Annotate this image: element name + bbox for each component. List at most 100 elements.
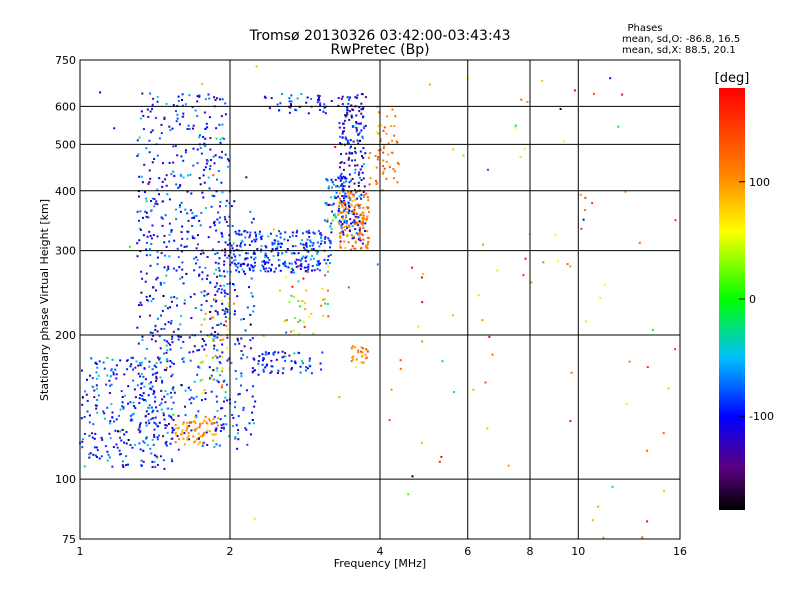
data-point [282, 262, 285, 265]
data-point [206, 293, 208, 296]
data-point [359, 168, 362, 171]
data-point [472, 388, 475, 391]
data-point [306, 238, 309, 241]
data-point [154, 400, 156, 403]
data-point [343, 209, 346, 212]
data-point [351, 200, 354, 202]
data-point [340, 221, 342, 223]
data-point [171, 431, 174, 434]
data-point [156, 256, 159, 259]
data-point [327, 255, 330, 258]
data-point [399, 367, 402, 370]
data-point [151, 406, 153, 409]
data-point [169, 360, 172, 362]
data-point [324, 202, 327, 204]
data-point [182, 423, 184, 426]
data-point [231, 225, 234, 227]
data-point [147, 216, 150, 219]
data-point [162, 435, 165, 438]
data-point [275, 358, 278, 361]
data-point [169, 306, 172, 309]
data-point [573, 89, 576, 92]
data-point [366, 230, 369, 233]
data-point [189, 359, 192, 362]
data-point [108, 392, 111, 394]
data-point [218, 156, 221, 159]
data-point [187, 124, 190, 127]
data-point [362, 238, 365, 241]
data-point [163, 368, 166, 371]
data-point [339, 235, 342, 238]
data-point [219, 216, 221, 219]
data-point [197, 410, 200, 413]
data-point [129, 444, 132, 446]
data-point [273, 239, 276, 242]
data-point [171, 429, 174, 432]
data-point [252, 357, 255, 360]
data-point [197, 437, 200, 440]
data-point [225, 325, 228, 328]
data-point [187, 434, 190, 437]
data-point [294, 362, 297, 365]
data-point [309, 244, 311, 247]
data-point [357, 173, 360, 176]
data-point [240, 357, 243, 360]
data-point [147, 115, 150, 118]
data-point [209, 281, 212, 284]
data-point [342, 130, 344, 133]
data-point [261, 264, 264, 267]
data-point [134, 407, 137, 409]
data-point [335, 196, 338, 199]
y-tick-label: 75 [62, 533, 76, 546]
data-point [155, 380, 157, 382]
data-point [355, 127, 358, 129]
data-point [86, 410, 89, 413]
data-point [193, 380, 196, 383]
data-point [172, 401, 175, 404]
data-point [289, 235, 291, 238]
data-point [217, 170, 220, 172]
data-point [365, 217, 368, 220]
data-point [140, 175, 143, 178]
data-point [301, 257, 303, 260]
data-point [263, 267, 265, 270]
data-point [278, 264, 281, 267]
data-point [149, 110, 152, 113]
data-point [133, 405, 136, 407]
data-point [194, 307, 197, 310]
data-point [358, 230, 361, 233]
data-point [153, 460, 156, 463]
data-point [138, 195, 140, 198]
data-point [358, 226, 361, 229]
data-point [307, 266, 310, 268]
data-point [344, 247, 347, 249]
data-point [305, 242, 308, 245]
data-point [149, 331, 152, 334]
data-point [148, 406, 151, 409]
data-point [129, 365, 132, 368]
data-point [267, 256, 270, 259]
data-point [368, 183, 371, 186]
data-point [251, 419, 254, 421]
data-point [507, 464, 510, 467]
data-point [342, 211, 345, 214]
data-point [369, 177, 372, 180]
data-point [113, 127, 116, 130]
data-point [258, 233, 261, 235]
data-point [158, 177, 161, 180]
data-point [278, 109, 280, 112]
data-point [392, 177, 395, 180]
data-point [603, 283, 606, 286]
data-point [156, 188, 159, 191]
data-point [348, 173, 351, 176]
data-point [197, 432, 200, 435]
data-point [235, 424, 238, 427]
data-point [148, 139, 151, 142]
data-point [362, 347, 364, 350]
data-point [304, 260, 307, 263]
data-point [155, 200, 158, 203]
data-point [254, 400, 257, 403]
data-point [299, 268, 302, 270]
data-point [244, 272, 247, 275]
data-point [147, 394, 150, 397]
